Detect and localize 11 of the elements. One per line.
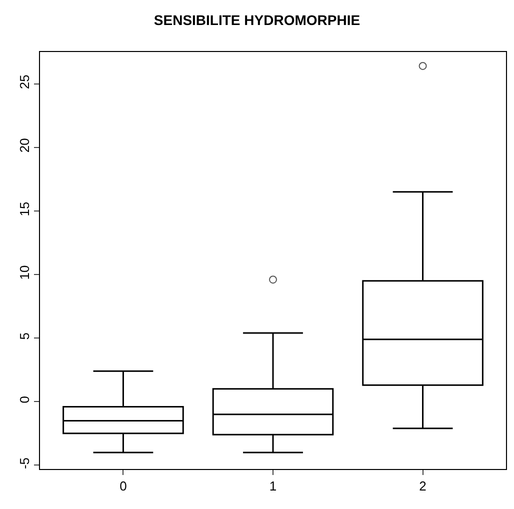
x-tick-label: 1 — [269, 478, 277, 494]
y-tick-label: 25 — [16, 74, 32, 90]
x-tick-label: 0 — [120, 478, 127, 494]
x-tick-label: 2 — [419, 478, 426, 494]
y-tick-label: 5 — [16, 332, 32, 340]
y-tick-label: 0 — [16, 396, 32, 404]
y-tick-label: -5 — [16, 457, 32, 470]
chart-title: SENSIBILITE HYDROMORPHIE — [154, 12, 360, 28]
y-tick-label: 10 — [16, 265, 32, 280]
y-tick-label: 20 — [16, 138, 32, 153]
y-tick-label: 15 — [16, 202, 32, 216]
